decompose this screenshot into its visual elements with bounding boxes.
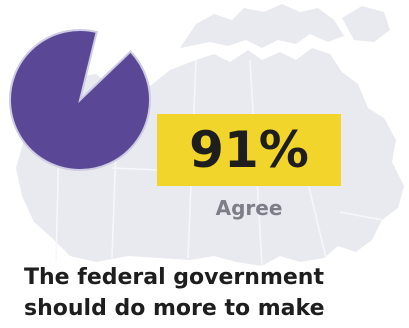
pie-slice-agree <box>9 29 151 171</box>
map-arctic-islands <box>180 4 344 48</box>
percentage-callout: 91% <box>157 114 341 186</box>
percentage-value: 91% <box>189 121 309 179</box>
survey-statement: The federal government should do more to… <box>24 265 325 321</box>
answer-label: Agree <box>215 196 283 220</box>
map-island-north <box>342 6 390 42</box>
